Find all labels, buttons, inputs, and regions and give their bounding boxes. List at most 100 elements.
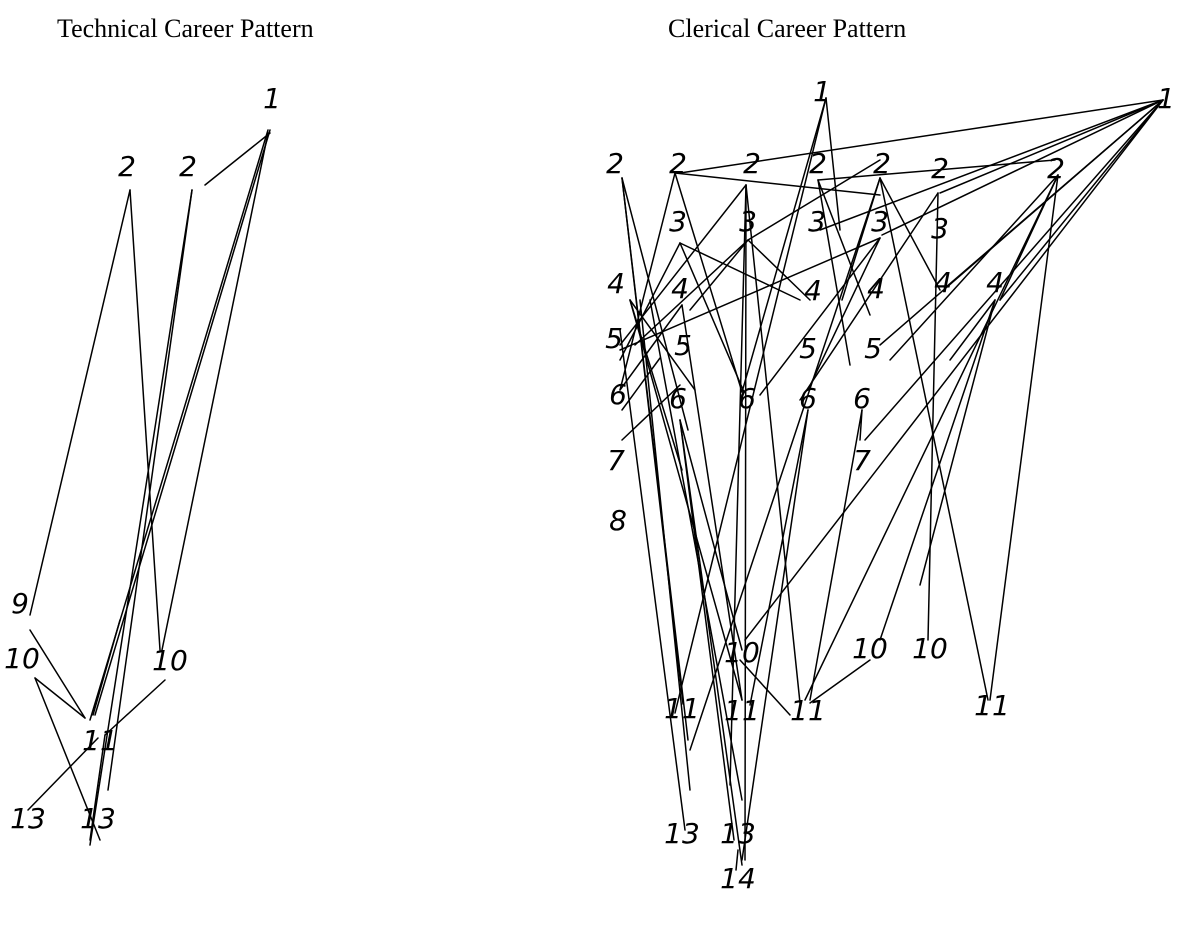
clerical-connection-line: [739, 659, 791, 716]
clerical-connection-line: [621, 357, 661, 411]
technical-node-label: 1: [263, 82, 281, 115]
clerical-node-label: 10: [852, 632, 888, 665]
clerical-connection-line: [817, 159, 1056, 181]
technical-connection-line: [27, 737, 99, 811]
clerical-connection-line: [674, 97, 827, 714]
technical-node-label: 11: [82, 724, 118, 757]
clerical-connection-line: [619, 329, 686, 831]
technical-node-label: 9: [11, 587, 29, 620]
technical-node-label: 2: [118, 150, 136, 183]
clerical-node-label: 4: [867, 272, 885, 305]
clerical-node-label: 1: [1157, 82, 1175, 115]
clerical-connection-line: [989, 174, 1059, 701]
clerical-career-pattern-title: Clerical Career Pattern: [668, 14, 907, 43]
clerical-node-label: 3: [739, 205, 757, 238]
clerical-node-label: 10: [724, 636, 760, 669]
clerical-node-label: 4: [671, 272, 689, 305]
clerical-node-label: 7: [607, 444, 625, 477]
clerical-connection-line: [747, 239, 811, 301]
clerical-connection-line: [741, 409, 809, 861]
clerical-connection-line: [629, 299, 743, 701]
clerical-connection-line: [807, 237, 881, 391]
clerical-connection-line: [729, 184, 747, 786]
clerical-connection-line: [744, 184, 747, 861]
technical-connection-line: [204, 132, 271, 186]
clerical-node-label: 11: [664, 692, 700, 725]
clerical-node-label: 4: [986, 266, 1004, 299]
clerical-connection-line: [919, 299, 996, 586]
clerical-node-label: 6: [853, 382, 871, 415]
clerical-node-label: 3: [669, 205, 687, 238]
technical-connection-line: [104, 679, 166, 736]
clerical-node-label: 2: [669, 147, 687, 180]
clerical-node-label: 5: [605, 322, 623, 355]
clerical-node-label: 4: [804, 274, 822, 307]
clerical-connection-line: [749, 409, 809, 706]
clerical-node-label: 5: [674, 329, 692, 362]
clerical-connection-line: [939, 99, 1164, 194]
clerical-node-label: 2: [606, 147, 624, 180]
clerical-node-label: 3: [808, 205, 826, 238]
clerical-connection-line: [927, 192, 939, 641]
clerical-node-label: 13: [720, 817, 756, 850]
clerical-node-label: 2: [931, 152, 949, 185]
clerical-connection-line: [881, 99, 1164, 236]
clerical-node-label: 7: [853, 444, 871, 477]
clerical-connection-line: [679, 99, 1164, 174]
technical-connection-line: [34, 677, 101, 841]
clerical-node-label: 1: [813, 75, 831, 108]
clerical-connection-line: [879, 99, 1164, 346]
clerical-node-label: 4: [607, 267, 625, 300]
technical-node-label: 10: [152, 644, 188, 677]
clerical-node-label: 2: [873, 147, 891, 180]
clerical-node-label: 3: [871, 205, 889, 238]
clerical-connection-line: [745, 184, 801, 704]
clerical-connection-line: [634, 239, 749, 346]
clerical-connection-line: [619, 172, 676, 391]
technical-node-label: 2: [179, 150, 197, 183]
clerical-connection-line: [735, 849, 739, 871]
technical-connection-line: [129, 189, 161, 651]
technical-node-label: 13: [10, 802, 46, 835]
technical-connection-line: [34, 677, 86, 719]
clerical-connection-line: [679, 242, 745, 393]
clerical-connection-line: [747, 159, 881, 241]
clerical-node-label: 2: [809, 147, 827, 180]
technical-connection-line: [92, 619, 121, 716]
clerical-connection-line: [619, 304, 683, 391]
clerical-connection-line: [689, 177, 881, 751]
clerical-connection-line: [817, 179, 871, 316]
clerical-connection-line: [621, 177, 689, 741]
clerical-node-label: 11: [790, 694, 826, 727]
clerical-connection-line: [949, 299, 996, 361]
clerical-node-label: 10: [912, 632, 948, 665]
clerical-connection-line: [879, 299, 996, 641]
technical-diagram: 1 2 2 9 10 10 11 13 13: [4, 82, 281, 846]
clerical-connection-line: [679, 419, 743, 866]
clerical-node-label: 8: [609, 504, 627, 537]
clerical-connection-line: [629, 299, 683, 471]
clerical-connection-line: [759, 237, 881, 396]
technical-connection-line: [89, 189, 193, 846]
technical-connection-line: [94, 129, 271, 716]
clerical-node-label: 5: [799, 332, 817, 365]
clerical-connection-line: [809, 409, 863, 701]
clerical-connection-line: [674, 172, 881, 196]
technical-connection-line: [29, 629, 86, 719]
clerical-connection-line: [825, 97, 841, 231]
clerical-connection-line: [674, 172, 743, 393]
clerical-node-label: 6: [609, 378, 627, 411]
clerical-connection-line: [999, 99, 1164, 301]
technical-connection-line: [107, 189, 193, 791]
clerical-node-label: 4: [934, 266, 952, 299]
technical-node-label: 13: [80, 802, 116, 835]
clerical-connection-line: [809, 659, 871, 704]
technical-connection-line: [29, 189, 131, 616]
technical-node-label: 10: [4, 642, 40, 675]
clerical-node-label: 3: [931, 212, 949, 245]
technical-connection-line: [89, 734, 106, 841]
clerical-connection-line: [679, 242, 801, 301]
clerical-node-label: 2: [743, 147, 761, 180]
